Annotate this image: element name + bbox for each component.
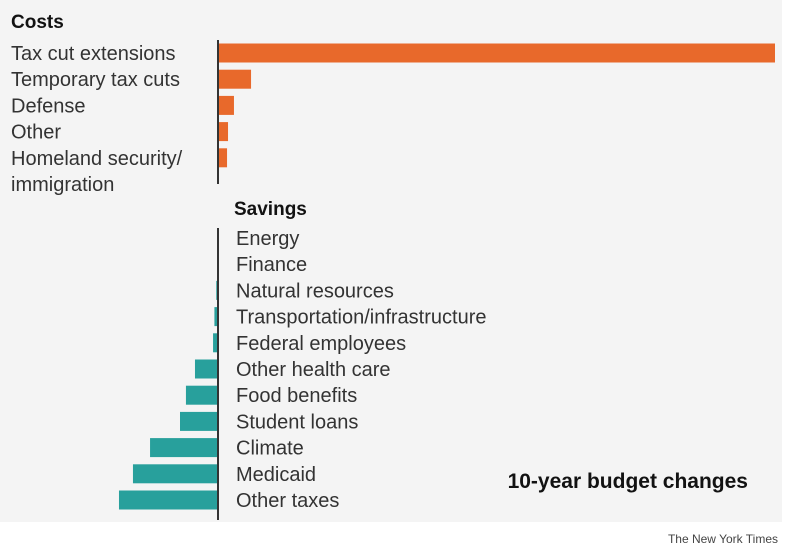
cost-bar (218, 148, 228, 168)
savings-bar (132, 464, 218, 484)
savings-label: Transportation/infrastructure (236, 307, 486, 329)
savings-label: Student loans (236, 411, 358, 433)
cost-label: Tax cut extensions (11, 43, 176, 65)
savings-label: Energy (236, 228, 299, 250)
chart-title: 10-year budget changes (508, 470, 748, 493)
cost-label: Other (11, 122, 61, 144)
cost-bar (218, 69, 252, 89)
cost-label: Homeland security/ (11, 148, 183, 170)
credit: The New York Times (667, 532, 778, 546)
savings-label: Other health care (236, 359, 391, 381)
savings-label: Food benefits (236, 385, 357, 407)
savings-bar (180, 411, 218, 431)
cost-bar (218, 43, 775, 63)
savings-bar (214, 307, 218, 327)
savings-header: Savings (234, 199, 307, 220)
cost-bar (218, 95, 234, 115)
savings-label: Finance (236, 254, 307, 276)
savings-label: Natural resources (236, 280, 394, 302)
savings-bar (185, 385, 218, 405)
savings-label: Federal employees (236, 333, 406, 355)
savings-bar (118, 490, 218, 510)
chart-panel (0, 0, 782, 522)
cost-bar (218, 122, 229, 142)
savings-bar (213, 333, 218, 353)
savings-label: Other taxes (236, 490, 339, 512)
cost-label: immigration (11, 174, 114, 196)
savings-bar (194, 359, 218, 379)
costs-header: Costs (11, 12, 64, 33)
savings-bar (150, 438, 218, 458)
cost-label: Temporary tax cuts (11, 69, 180, 91)
cost-label: Defense (11, 95, 86, 117)
savings-label: Medicaid (236, 464, 316, 486)
savings-label: Climate (236, 438, 304, 460)
